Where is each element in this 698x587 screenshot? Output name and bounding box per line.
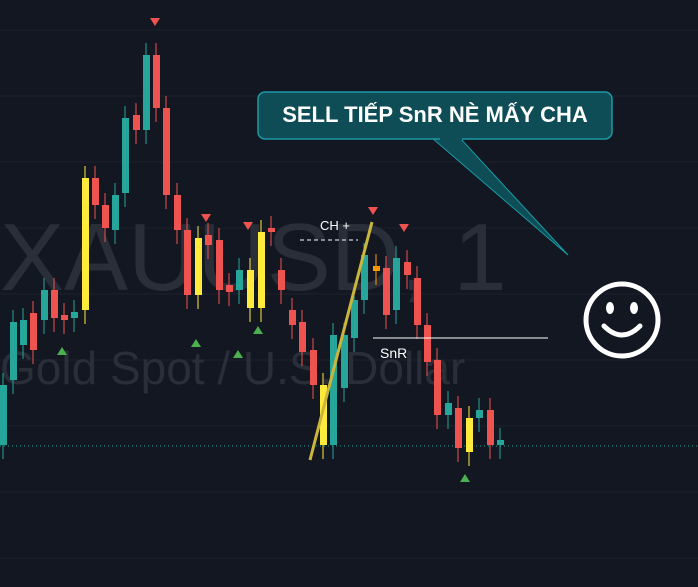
candle-body <box>258 232 265 308</box>
candle-body <box>205 235 212 245</box>
candle-body <box>383 268 390 315</box>
candle-body <box>236 270 243 290</box>
candle-body <box>278 270 285 290</box>
candle-body <box>466 418 473 452</box>
candle-body <box>455 408 462 448</box>
candle-body <box>424 325 431 362</box>
candle-body <box>82 178 89 310</box>
candle-body <box>112 195 119 230</box>
buy-marker <box>57 347 67 355</box>
buy-marker <box>233 350 243 358</box>
candle-body <box>92 178 99 205</box>
candle-body <box>102 205 109 228</box>
candle-body <box>320 385 327 445</box>
candle-body <box>341 335 348 388</box>
candle-body <box>299 322 306 352</box>
candle-body <box>268 228 275 232</box>
smiley <box>583 281 661 359</box>
candle-body <box>184 230 191 295</box>
candle-body <box>174 195 181 230</box>
candle-body <box>247 270 254 308</box>
candle-body <box>10 322 17 380</box>
candle-body <box>476 410 483 418</box>
callout-box <box>257 91 613 140</box>
sell-marker <box>201 214 211 222</box>
smiley-face <box>583 281 661 359</box>
buy-marker <box>460 474 470 482</box>
candle-body <box>61 315 68 320</box>
ch-label: CH + <box>320 218 350 233</box>
candle-body <box>226 285 233 292</box>
candle-body <box>163 108 170 195</box>
sell-marker <box>243 222 253 230</box>
candle-body <box>404 262 411 275</box>
candle-body <box>361 255 368 300</box>
sell-marker <box>368 207 378 215</box>
callout-join <box>440 134 462 140</box>
candle-body <box>20 320 27 345</box>
candle-body <box>373 266 380 271</box>
smiley-eye <box>630 302 638 314</box>
candle-body <box>30 313 37 350</box>
sell-marker <box>399 224 409 232</box>
candle-body <box>216 240 223 290</box>
buy-marker <box>191 339 201 347</box>
smiley-mouth <box>601 323 643 338</box>
candle-body <box>445 403 452 415</box>
candle-body <box>487 410 494 445</box>
snr-label: SnR <box>380 345 407 361</box>
trend-line <box>308 221 374 461</box>
callout-text: SELL TIẾP SnR NÈ MẤY CHA <box>282 102 588 127</box>
watermark-description: Gold Spot / U.S. Dollar <box>0 342 465 394</box>
candle-body <box>393 258 400 310</box>
candle-body <box>51 290 58 318</box>
candle-body <box>153 55 160 108</box>
smiley-eye <box>606 302 614 314</box>
candle-body <box>122 118 129 193</box>
candle-body <box>310 350 317 385</box>
candle-body <box>143 55 150 130</box>
candle-body <box>497 440 504 445</box>
candle-body <box>195 238 202 295</box>
candle-body <box>0 385 7 445</box>
candle-body <box>351 300 358 338</box>
candle-body <box>414 278 421 325</box>
candle-body <box>330 335 337 445</box>
candles <box>0 18 504 482</box>
sell-marker <box>150 18 160 26</box>
candle-body <box>41 290 48 320</box>
candle-body <box>289 310 296 325</box>
candle-body <box>133 115 140 130</box>
candle-body <box>71 312 78 318</box>
buy-marker <box>253 326 263 334</box>
candle-body <box>434 360 441 415</box>
